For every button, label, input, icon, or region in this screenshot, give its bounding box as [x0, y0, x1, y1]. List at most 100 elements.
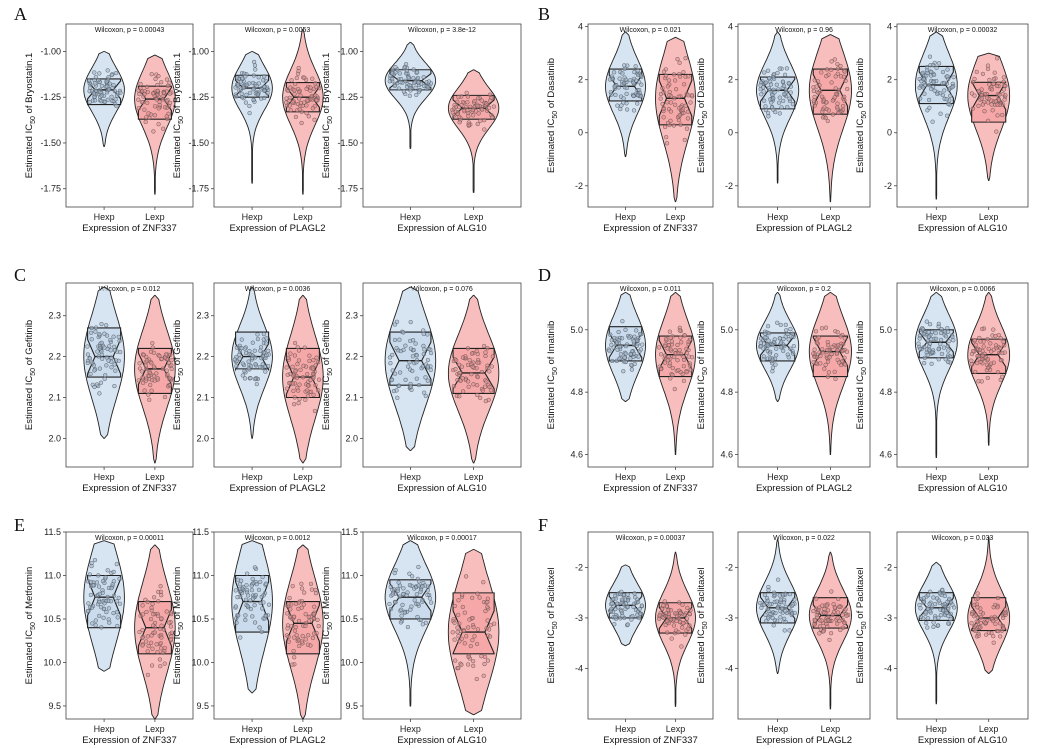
- data-point: [778, 345, 784, 350]
- data-point: [248, 364, 254, 369]
- data-point: [619, 597, 625, 602]
- data-point: [995, 113, 1000, 118]
- data-point: [1001, 75, 1007, 80]
- data-point: [148, 616, 154, 622]
- data-point: [791, 344, 796, 349]
- data-point: [309, 587, 315, 592]
- data-point: [820, 109, 825, 114]
- data-point: [490, 354, 496, 359]
- panel-letter: E: [14, 515, 25, 535]
- data-point: [922, 355, 927, 361]
- data-point: [169, 358, 174, 363]
- data-point: [998, 336, 1003, 341]
- data-point: [114, 561, 119, 567]
- data-point: [452, 603, 457, 609]
- data-point: [95, 349, 100, 354]
- data-point: [658, 96, 663, 101]
- data-point: [254, 83, 259, 89]
- y-tick-label: 10.5: [43, 614, 61, 624]
- data-point: [465, 94, 471, 99]
- data-point: [292, 655, 297, 660]
- data-point: [486, 105, 492, 111]
- plot-frame: [896, 23, 1029, 208]
- data-point: [113, 358, 119, 363]
- data-point: [168, 637, 174, 642]
- data-point: [428, 350, 434, 356]
- data-point: [158, 584, 163, 589]
- data-point: [296, 65, 301, 71]
- data-point: [475, 591, 480, 596]
- data-point: [976, 633, 981, 638]
- data-point: [108, 348, 113, 353]
- plot-frame: [587, 282, 714, 468]
- y-axis-label: Estimated IC50 of Imatinib: [546, 321, 559, 430]
- data-point: [109, 94, 114, 99]
- data-point: [484, 626, 489, 631]
- data-point: [485, 618, 490, 623]
- data-point: [775, 577, 781, 582]
- panel-letter: F: [538, 515, 548, 535]
- data-point: [105, 568, 110, 573]
- data-point: [421, 75, 426, 80]
- plot-frame: [213, 23, 342, 208]
- data-point: [234, 345, 240, 350]
- data-point: [456, 612, 461, 618]
- data-point: [983, 620, 988, 625]
- data-point: [404, 68, 410, 74]
- wilcoxon-p-label: Wilcoxon, p = 0.96: [775, 27, 833, 34]
- data-point: [665, 84, 671, 89]
- data-point: [837, 604, 842, 609]
- data-point: [611, 70, 617, 75]
- data-point: [918, 96, 923, 101]
- data-point: [111, 334, 116, 339]
- data-point: [479, 369, 485, 375]
- hexp-violin: [914, 561, 958, 705]
- x-tick-label: Lexp: [666, 472, 686, 482]
- data-point: [835, 610, 841, 615]
- data-point: [946, 101, 951, 107]
- data-point: [936, 357, 941, 362]
- data-point: [664, 336, 669, 342]
- data-point: [153, 76, 158, 82]
- data-point: [607, 348, 612, 353]
- data-point: [681, 364, 686, 369]
- data-point: [779, 606, 785, 611]
- data-point: [408, 319, 413, 325]
- data-point: [243, 597, 249, 602]
- data-point: [405, 364, 411, 369]
- data-point: [944, 610, 949, 616]
- data-point: [245, 604, 250, 609]
- data-point: [421, 328, 426, 333]
- data-point: [252, 603, 257, 608]
- data-point: [776, 100, 782, 105]
- data-point: [90, 621, 95, 626]
- data-point: [472, 98, 477, 104]
- data-point: [307, 358, 312, 364]
- data-point: [140, 380, 146, 386]
- data-point: [917, 346, 923, 351]
- data-point: [816, 335, 821, 340]
- data-point: [773, 362, 778, 367]
- data-point: [247, 348, 252, 354]
- x-tick-label: Hexp: [242, 724, 263, 734]
- data-point: [988, 361, 994, 366]
- x-tick-label: Lexp: [821, 472, 841, 482]
- data-point: [115, 623, 120, 629]
- data-point: [98, 605, 104, 610]
- data-point: [453, 658, 458, 663]
- x-tick-label: Lexp: [464, 212, 484, 222]
- data-point: [766, 338, 771, 343]
- data-point: [164, 99, 169, 104]
- data-point: [824, 621, 829, 627]
- data-point: [401, 591, 406, 597]
- data-point: [305, 642, 311, 647]
- data-point: [165, 83, 171, 88]
- data-point: [481, 580, 486, 585]
- data-point: [160, 97, 166, 102]
- subplot-e-3: Wilcoxon, p = 0.00017 9.5 10.0 10.5 11.0 11.5…: [321, 527, 522, 746]
- data-point: [781, 348, 786, 354]
- data-point: [307, 353, 312, 358]
- data-point: [827, 355, 832, 360]
- data-point: [96, 354, 101, 359]
- data-point: [763, 331, 768, 336]
